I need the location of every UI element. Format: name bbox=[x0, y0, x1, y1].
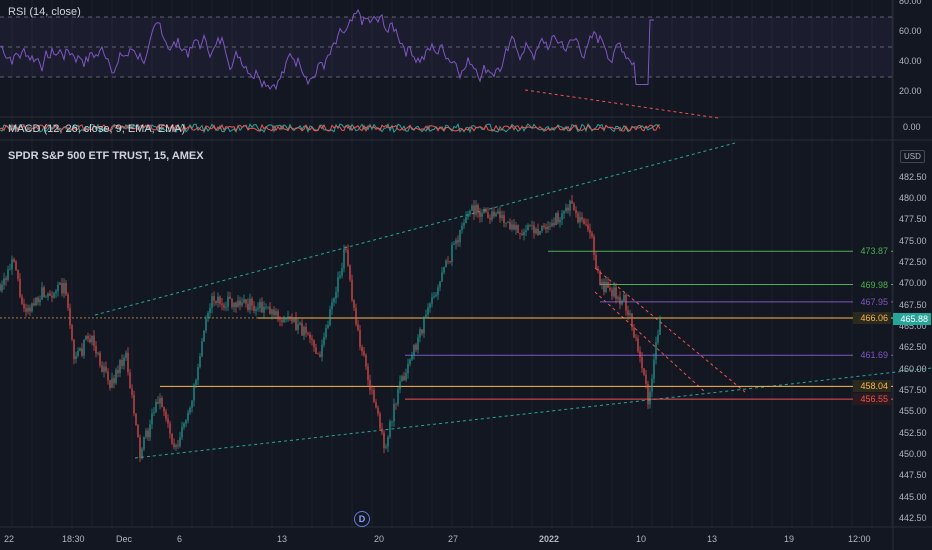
macd-panel-title: MACD (12, 26, close, 9, EMA, EMA) bbox=[8, 123, 186, 135]
price-tag: 469.98 bbox=[853, 278, 891, 291]
time-label: 10 bbox=[636, 534, 647, 544]
time-label: Dec bbox=[116, 534, 133, 544]
axis-label: 452.50 bbox=[899, 427, 927, 438]
rsi-panel-title: RSI (14, close) bbox=[8, 6, 81, 18]
price-tag: 473.87 bbox=[853, 245, 891, 258]
time-label: 13 bbox=[707, 534, 718, 544]
time-label: 6 bbox=[177, 534, 183, 544]
axis-label: 460.00 bbox=[899, 363, 927, 374]
price-tag: 465.88 bbox=[893, 313, 931, 326]
axis-label: 472.50 bbox=[899, 257, 927, 267]
axis-label: 20.00 bbox=[899, 86, 922, 96]
axis-label: 40.00 bbox=[899, 56, 922, 66]
time-label: 27 bbox=[448, 534, 459, 544]
axis-label: 462.50 bbox=[899, 342, 927, 353]
dividend-event-badge[interactable]: D bbox=[354, 511, 370, 527]
axis-label: 480.00 bbox=[899, 193, 927, 203]
price-tag: 466.06 bbox=[853, 311, 891, 324]
time-label: 2022 bbox=[539, 534, 560, 544]
main-chart-title: SPDR S&P 500 ETF TRUST, 15, AMEX bbox=[8, 150, 204, 162]
axis-label: 450.00 bbox=[899, 449, 927, 459]
rsi-line bbox=[0, 8, 654, 91]
axis-label: 447.50 bbox=[899, 470, 927, 481]
axis-label: 0.00 bbox=[903, 122, 921, 132]
axis-label: 455.00 bbox=[899, 406, 927, 417]
axis-label: 477.50 bbox=[899, 214, 927, 225]
axis-label: 470.00 bbox=[899, 278, 927, 289]
price-tag: 467.95 bbox=[853, 295, 891, 308]
axis-label: 467.50 bbox=[899, 299, 927, 310]
axis-label: 475.00 bbox=[899, 235, 927, 246]
time-label: 20 bbox=[374, 534, 385, 544]
time-label: 22 bbox=[4, 534, 15, 544]
macd-signal-line bbox=[0, 123, 661, 133]
price-tag: 461.69 bbox=[853, 349, 891, 362]
axis-label: 457.50 bbox=[899, 385, 927, 395]
axis-label: 482.50 bbox=[899, 171, 927, 182]
price-tag: 456.55 bbox=[853, 393, 891, 406]
axis-label: 60.00 bbox=[899, 26, 922, 36]
axis-label: 80.00 bbox=[899, 0, 922, 6]
axis-label: 465.00 bbox=[899, 321, 927, 331]
price-tag: 458.04 bbox=[853, 380, 891, 393]
axis-label: 442.50 bbox=[899, 513, 927, 523]
axis-label: 445.00 bbox=[899, 491, 927, 502]
time-label: 18:30 bbox=[62, 534, 85, 544]
currency-badge[interactable]: USD bbox=[900, 150, 925, 163]
time-label: 13 bbox=[277, 534, 288, 544]
time-label: 19 bbox=[784, 534, 795, 544]
candles bbox=[0, 195, 661, 463]
time-label: 12:00 bbox=[848, 534, 871, 544]
